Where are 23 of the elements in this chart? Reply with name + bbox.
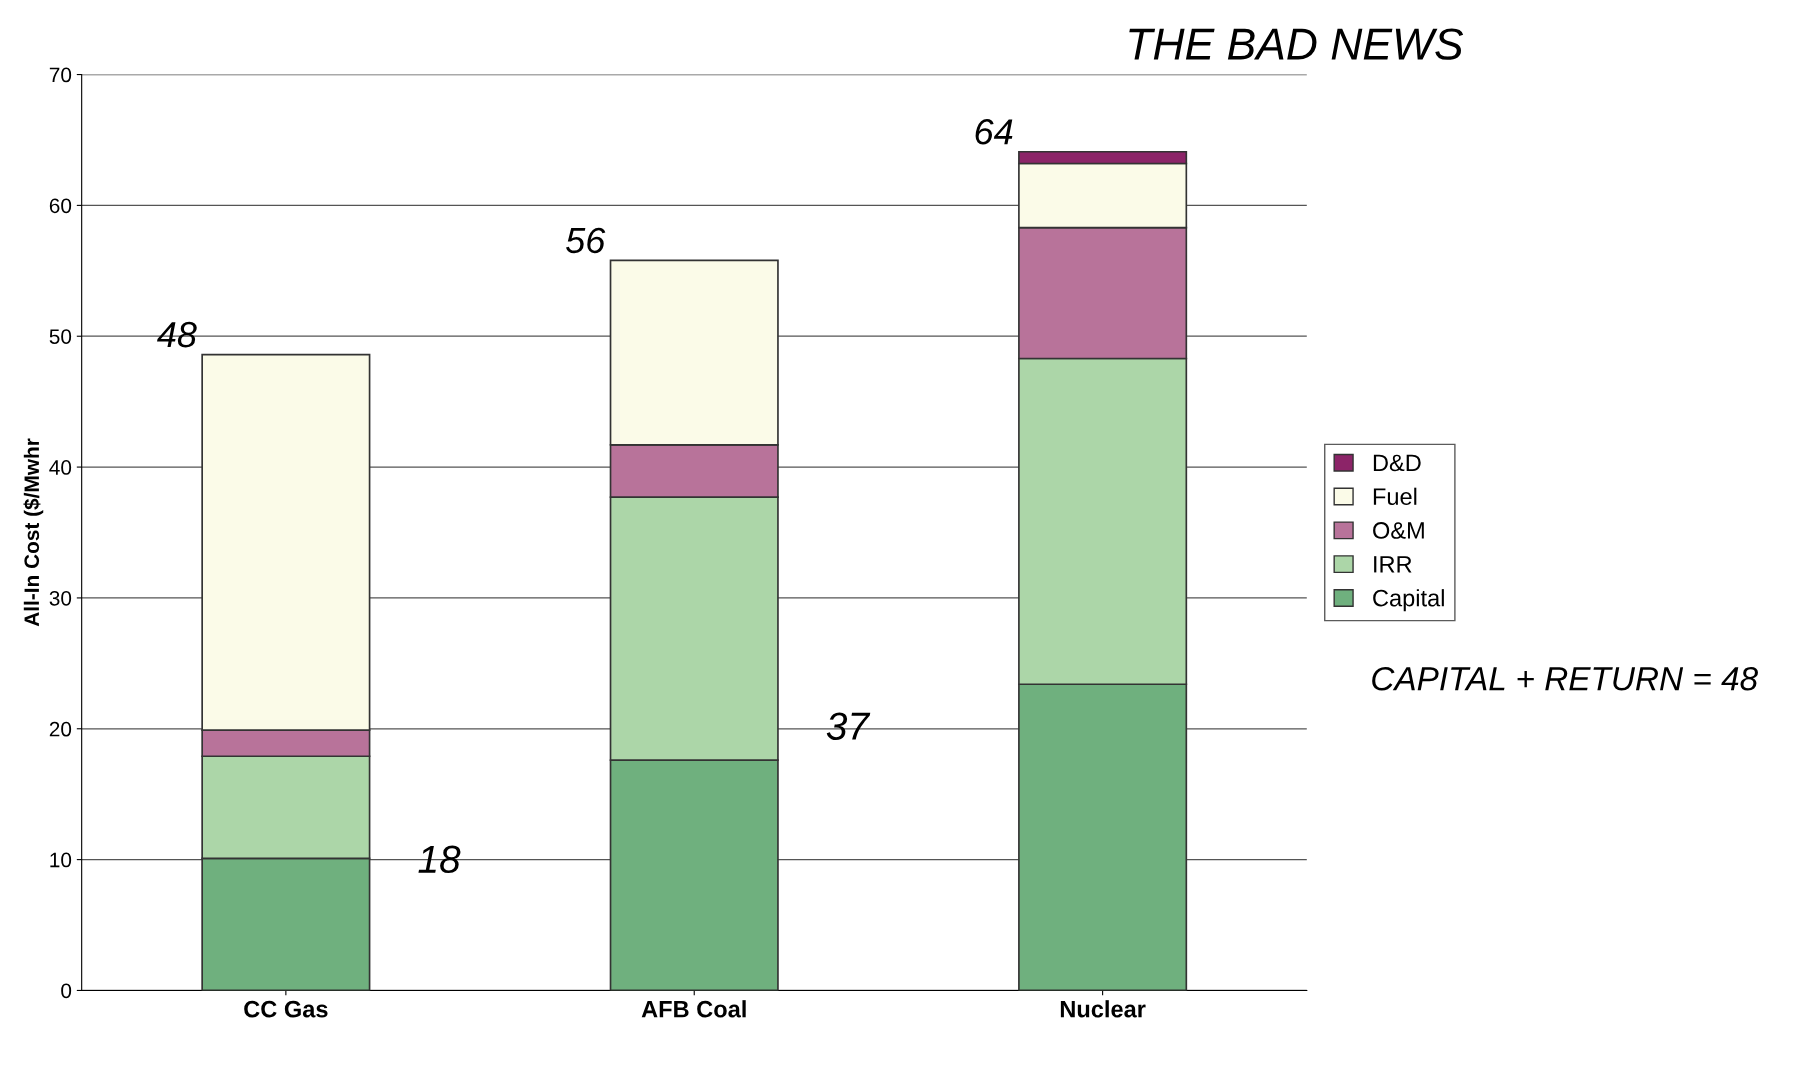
annotation: 37 [826, 712, 871, 740]
y-tick-label: 30 [49, 590, 72, 606]
y-tick-label: 50 [49, 329, 72, 344]
x-tick-label: Nuclear [1060, 1000, 1146, 1018]
annotation: 48 [157, 321, 197, 348]
x-tick-label: AFB Coal [641, 1000, 746, 1018]
legend-label: O&M [1373, 522, 1424, 539]
x-tick-label: CC Gas [244, 1000, 328, 1018]
y-tick-label: 0 [61, 983, 72, 999]
y-tick-label: 70 [49, 67, 72, 83]
annotation: 64 [975, 119, 1013, 145]
legend-label: D&D [1373, 454, 1421, 472]
y-tick-label: 10 [50, 852, 72, 868]
legend-label: Fuel [1373, 487, 1417, 506]
text: CAPITAL + RETURN = 48 [1372, 666, 1758, 691]
legend-label: IRR [1374, 556, 1412, 573]
y-tick-label: 20 [49, 721, 72, 737]
y-tick-label: 60 [49, 198, 72, 214]
text: THE BAD NEWS [1129, 28, 1464, 60]
y-axis-title: All-In Cost ($/Mwhr [23, 438, 44, 627]
legend-label: Capital [1373, 589, 1444, 612]
annotation: 56 [565, 227, 606, 254]
y-tick-label: 40 [49, 460, 72, 475]
